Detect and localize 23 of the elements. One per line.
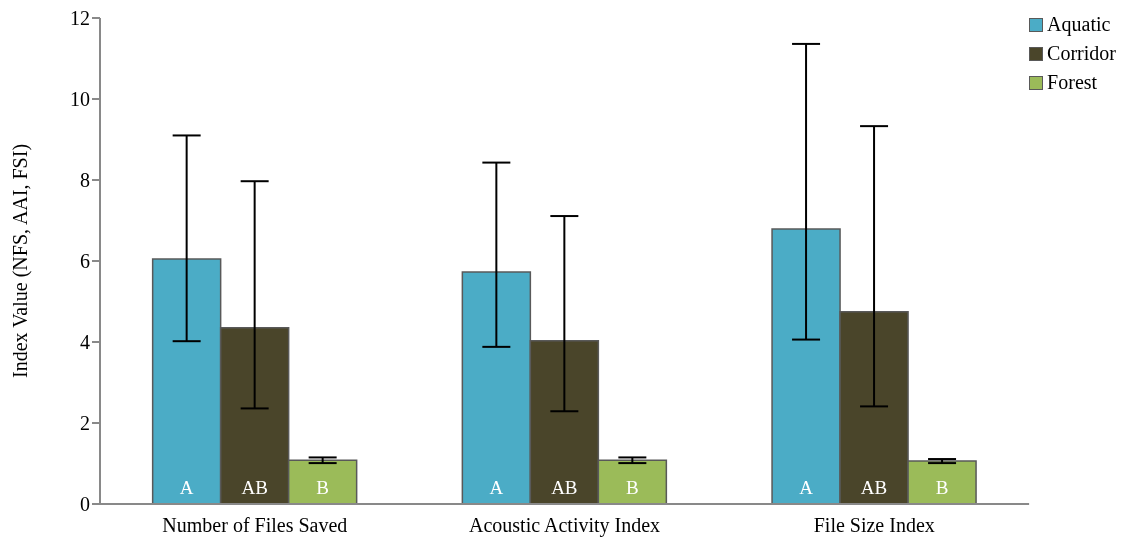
data-label: AB bbox=[860, 477, 888, 498]
data-label: AB bbox=[551, 477, 578, 498]
legend-label: Forest bbox=[1047, 70, 1098, 95]
y-tick-label: 0 bbox=[80, 493, 90, 516]
data-label: B bbox=[935, 477, 949, 498]
y-tick-label: 6 bbox=[80, 250, 90, 273]
y-tick-label: 4 bbox=[80, 331, 90, 354]
y-tick-label: 10 bbox=[70, 88, 90, 111]
x-tick-label: Number of Files Saved bbox=[162, 514, 348, 537]
data-label: AB bbox=[241, 477, 268, 498]
data-label: A bbox=[489, 477, 504, 498]
data-label: A bbox=[179, 477, 194, 498]
data-label: A bbox=[799, 477, 814, 498]
legend-label: Aquatic bbox=[1047, 12, 1111, 38]
y-tick-label: 2 bbox=[80, 412, 90, 435]
y-axis-title: Index Value (NFS, AAI, FSI) bbox=[9, 143, 33, 379]
data-label: B bbox=[316, 477, 329, 498]
legend-label: Corridor bbox=[1047, 41, 1116, 66]
y-tick-label: 12 bbox=[70, 7, 90, 30]
y-tick-label: 8 bbox=[80, 169, 90, 192]
x-tick-label: Acoustic Activity Index bbox=[469, 514, 661, 538]
x-tick-label: File Size Index bbox=[813, 514, 935, 537]
data-label: B bbox=[626, 477, 639, 498]
